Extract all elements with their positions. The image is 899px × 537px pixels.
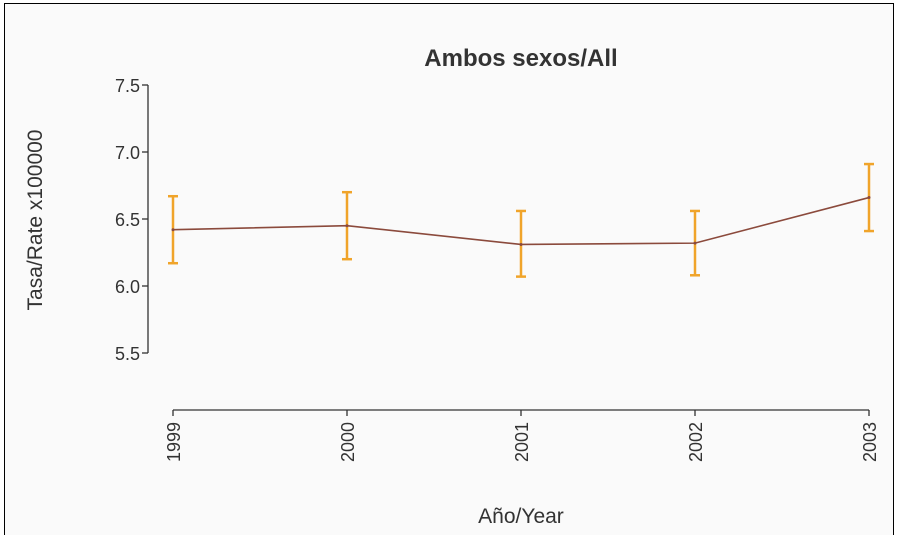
chart-title: Ambos sexos/All — [424, 45, 617, 72]
y-axis-label: Tasa/Rate x100000 — [24, 130, 47, 311]
x-tick-label: 2001 — [512, 422, 532, 462]
data-point — [345, 224, 349, 228]
chart-frame — [4, 3, 894, 535]
y-tick-label: 5.5 — [115, 344, 140, 364]
x-tick-label: 2000 — [338, 422, 358, 462]
y-tick-label: 7.5 — [115, 76, 140, 96]
x-tick-label: 1999 — [164, 422, 184, 462]
chart-marks — [168, 162, 874, 278]
data-point — [867, 196, 871, 200]
data-point — [693, 241, 697, 245]
y-tick-label: 7.0 — [115, 143, 140, 163]
data-point — [519, 242, 523, 246]
x-axis-label: Año/Year — [478, 505, 564, 528]
y-tick-label: 6.0 — [115, 277, 140, 297]
y-tick-label: 6.5 — [115, 210, 140, 230]
data-point — [171, 228, 175, 232]
x-tick-label: 2002 — [686, 422, 706, 462]
x-tick-label: 2003 — [860, 422, 880, 462]
axes: 5.5 6.0 6.5 7.0 7.5 1999 2000 2001 2002 2003 — [115, 76, 880, 462]
